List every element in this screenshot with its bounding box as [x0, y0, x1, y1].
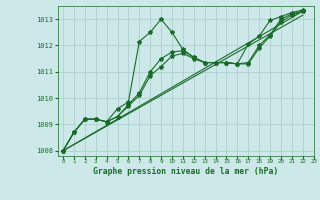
X-axis label: Graphe pression niveau de la mer (hPa): Graphe pression niveau de la mer (hPa) — [93, 167, 278, 176]
